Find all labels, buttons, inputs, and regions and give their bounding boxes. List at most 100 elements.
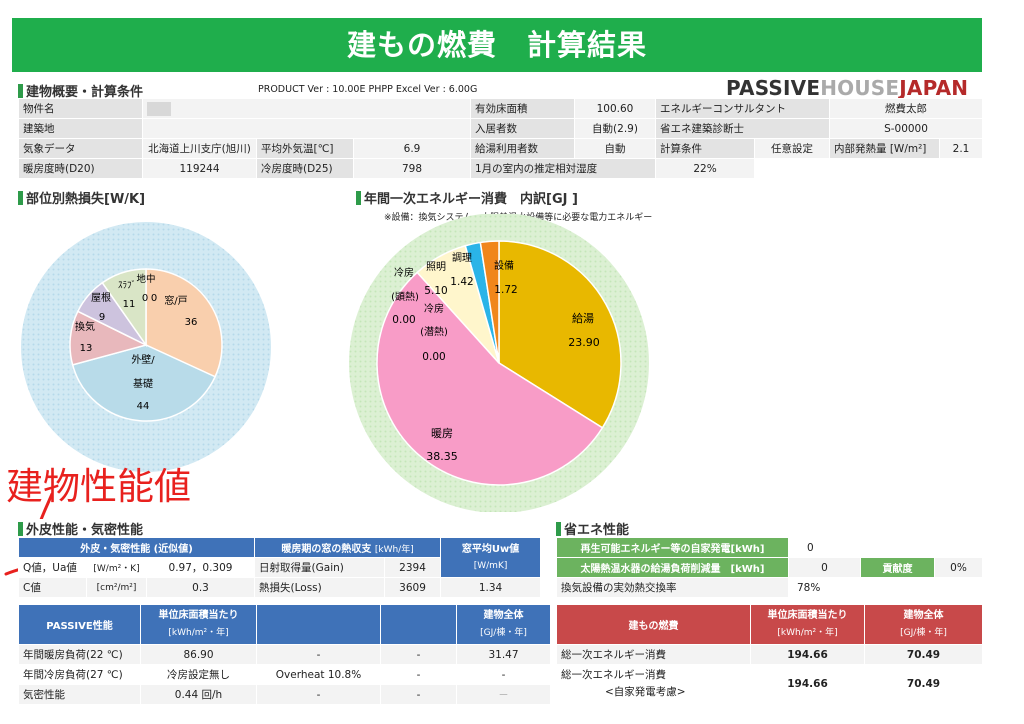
value-cooling-whole: - <box>456 664 551 685</box>
value-solar-water-heater: 0 <box>788 557 861 578</box>
label-heating-degree-hours: 暖房度時(D20) <box>18 158 143 179</box>
label-q-ua: Q値，Ua値 <box>18 557 87 578</box>
label-energy-consultant: エネルギーコンサルタント <box>655 98 830 119</box>
envelope-table: 外皮・気密性能 (近似値) 暖房期の窓の熱収支 [kWh/年] 窓平均Uw値 [W… <box>17 537 542 598</box>
pie1-label-slab: ｽﾗﾌﾞ <box>118 280 136 291</box>
pie1-label-window: 窓/戸 <box>164 294 187 307</box>
value-heating-whole: 31.47 <box>456 644 551 665</box>
value-weather-data: 北海道上川支庁(旭川) <box>142 138 257 159</box>
label-c-value: C値 <box>18 577 87 598</box>
value-cooling-col4: - <box>380 664 457 685</box>
section-heading-primary-energy: 年間一次エネルギー消費 内訳[GJ ] <box>356 188 578 207</box>
version-info: PRODUCT Ver : 10.00E PHPP Excel Ver : 6.… <box>258 84 478 95</box>
header-envelope-performance: 外皮・気密性能 (近似値) <box>17 537 256 558</box>
building-fuel-table: 建もの燃費 単位床面積当たり [kWh/m²・年] 建物全体 [GJ/棟・年] 総一… <box>556 604 983 703</box>
label-solar-water-heater: 太陽熱温水器の給湯負荷削減量 [kWh] <box>556 557 789 578</box>
value-cooling-degree-hours: 798 <box>353 158 471 179</box>
overview-row: 物件名 有効床面積 100.60 エネルギーコンサルタント 燃費太郎 <box>18 98 983 119</box>
header-whole-building: 建物全体 [GJ/棟・年] <box>456 604 551 645</box>
section-heading-heat-loss: 部位別熱損失[W/K] <box>18 188 145 207</box>
pie1-value-ground-a: 0 <box>142 293 148 304</box>
header-fuel-whole: 建物全体 [GJ/棟・年] <box>864 604 983 645</box>
header-window-heat-balance: 暖房期の窓の熱収支 [kWh/年] <box>254 537 442 558</box>
overview-row: 気象データ 北海道上川支庁(旭川) 平均外気温[℃] 6.9 給湯利用者数 自動… <box>18 138 983 159</box>
value-heating-per-area: 86.90 <box>140 644 257 665</box>
pie2-value-cooking: 1.42 <box>450 276 473 288</box>
pie1-label-roof: 屋根 <box>91 291 111 304</box>
value-avg-outdoor-temp: 6.9 <box>353 138 471 159</box>
pie-slice <box>101 268 147 348</box>
value-airtight-col3: - <box>256 684 381 705</box>
pie-slice <box>498 240 622 429</box>
value-internal-heat: 2.1 <box>939 138 983 159</box>
pie1-value-ventilation: 13 <box>80 343 93 354</box>
value-cooling-per-area: 冷房設定無し <box>140 664 257 685</box>
empty-cell <box>754 158 983 179</box>
pie1-label-wall: 外壁/ <box>131 353 155 366</box>
unit-q-ua: [W/m²・K] <box>86 557 147 578</box>
label-site: 建築地 <box>18 118 143 139</box>
label-total-primary-energy-self-gen: 総一次エネルギー消費 <自家発電考慮> <box>556 664 751 703</box>
label-solar-gain: 日射取得量(Gain) <box>254 557 386 578</box>
value-property-name <box>142 98 471 119</box>
overview-row: 建築地 入居者数 自動(2.9) 省エネ建築診断士 S-00000 <box>18 118 983 139</box>
value-c-value: 0.3 <box>145 577 256 598</box>
pie1-value-ground-b: 0 <box>151 293 157 304</box>
pie-slice <box>479 240 500 364</box>
section-heading-envelope: 外皮性能・気密性能 <box>18 519 146 538</box>
value-airtight-col4: - <box>380 684 457 705</box>
pie2-value-lighting: 5.10 <box>424 285 447 297</box>
pie2-label-lighting: 照明 <box>426 261 446 273</box>
label-total-primary-energy: 総一次エネルギー消費 <box>556 644 751 665</box>
label-heat-loss: 熱損失(Loss) <box>254 577 386 598</box>
label-property-name: 物件名 <box>18 98 143 119</box>
pie1-value-roof: 9 <box>99 312 105 323</box>
value-hot-water-users: 自動 <box>574 138 656 159</box>
value-self-generation: 0 <box>787 537 984 558</box>
value-diagnostician: S-00000 <box>829 118 983 139</box>
label-internal-heat: 内部発熱量 [W/m²] <box>829 138 940 159</box>
value-calc-condition: 任意設定 <box>754 138 830 159</box>
label-calc-condition: 計算条件 <box>655 138 755 159</box>
label-avg-outdoor-temp: 平均外気温[℃] <box>256 138 354 159</box>
pie-slice <box>376 271 604 486</box>
pie1-value-wall: 44 <box>137 401 150 412</box>
header-per-floor-area: 単位床面積当たり [kWh/m²・年] <box>140 604 257 645</box>
pie2-label-hot-water: 給湯 <box>572 311 594 325</box>
value-window-uw: 1.34 <box>440 577 542 598</box>
pie2-value-hot-water: 23.90 <box>568 336 600 349</box>
value-q-ua: 0.97，0.309 <box>145 557 256 578</box>
header-blank <box>380 604 457 645</box>
pie2-value-heating: 38.35 <box>426 450 458 463</box>
pie-slice <box>145 268 223 378</box>
value-heat-loss: 3609 <box>384 577 442 598</box>
energy-saving-table: 再生可能エネルギー等の自家発電[kWh] 0 太陽熱温水器の給湯負荷削減量 [k… <box>556 537 984 598</box>
pie2-label-cooking: 調理 <box>452 251 472 264</box>
pie1-label-foundation: 基礎 <box>133 377 153 390</box>
value-self-gen-whole: 70.49 <box>864 664 983 703</box>
pie2-value-equipment: 1.72 <box>494 284 517 296</box>
value-self-gen-per-area: 194.66 <box>750 664 865 703</box>
value-heating-col3: - <box>256 644 381 665</box>
passive-performance-table: PASSIVE性能 単位床面積当たり [kWh/m²・年] 建物全体 [GJ/棟・年… <box>18 604 551 705</box>
label-airtightness: 気密性能 <box>18 684 141 705</box>
value-solar-gain: 2394 <box>384 557 442 578</box>
label-annual-cooling-load: 年間冷房負荷(27 ℃) <box>18 664 141 685</box>
pie2-label-equipment: 設備 <box>494 259 514 272</box>
pie2-label-cooling-sensible: 冷房 <box>394 266 414 279</box>
value-site <box>142 118 471 139</box>
value-energy-consultant: 燃費太郎 <box>829 98 983 119</box>
value-overheat: Overheat 10.8% <box>256 664 381 685</box>
label-hot-water-users: 給湯利用者数 <box>470 138 575 159</box>
header-fuel-per-area: 単位床面積当たり [kWh/m²・年] <box>750 604 865 645</box>
value-contribution: 0% <box>933 557 984 578</box>
overview-table: 物件名 有効床面積 100.60 エネルギーコンサルタント 燃費太郎 建築地 入… <box>18 98 983 179</box>
pie2-label-heating: 暖房 <box>431 427 453 440</box>
label-heat-exchange: 換気設備の実効熱交換率 <box>556 577 789 598</box>
redacted-name-block <box>147 101 171 116</box>
section-heading-overview: 建物概要・計算条件 <box>18 81 143 100</box>
header-blank <box>256 604 381 645</box>
pie1-label-ground: 地中 <box>136 273 155 285</box>
value-floor-area: 100.60 <box>574 98 656 119</box>
value-occupants: 自動(2.9) <box>574 118 656 139</box>
